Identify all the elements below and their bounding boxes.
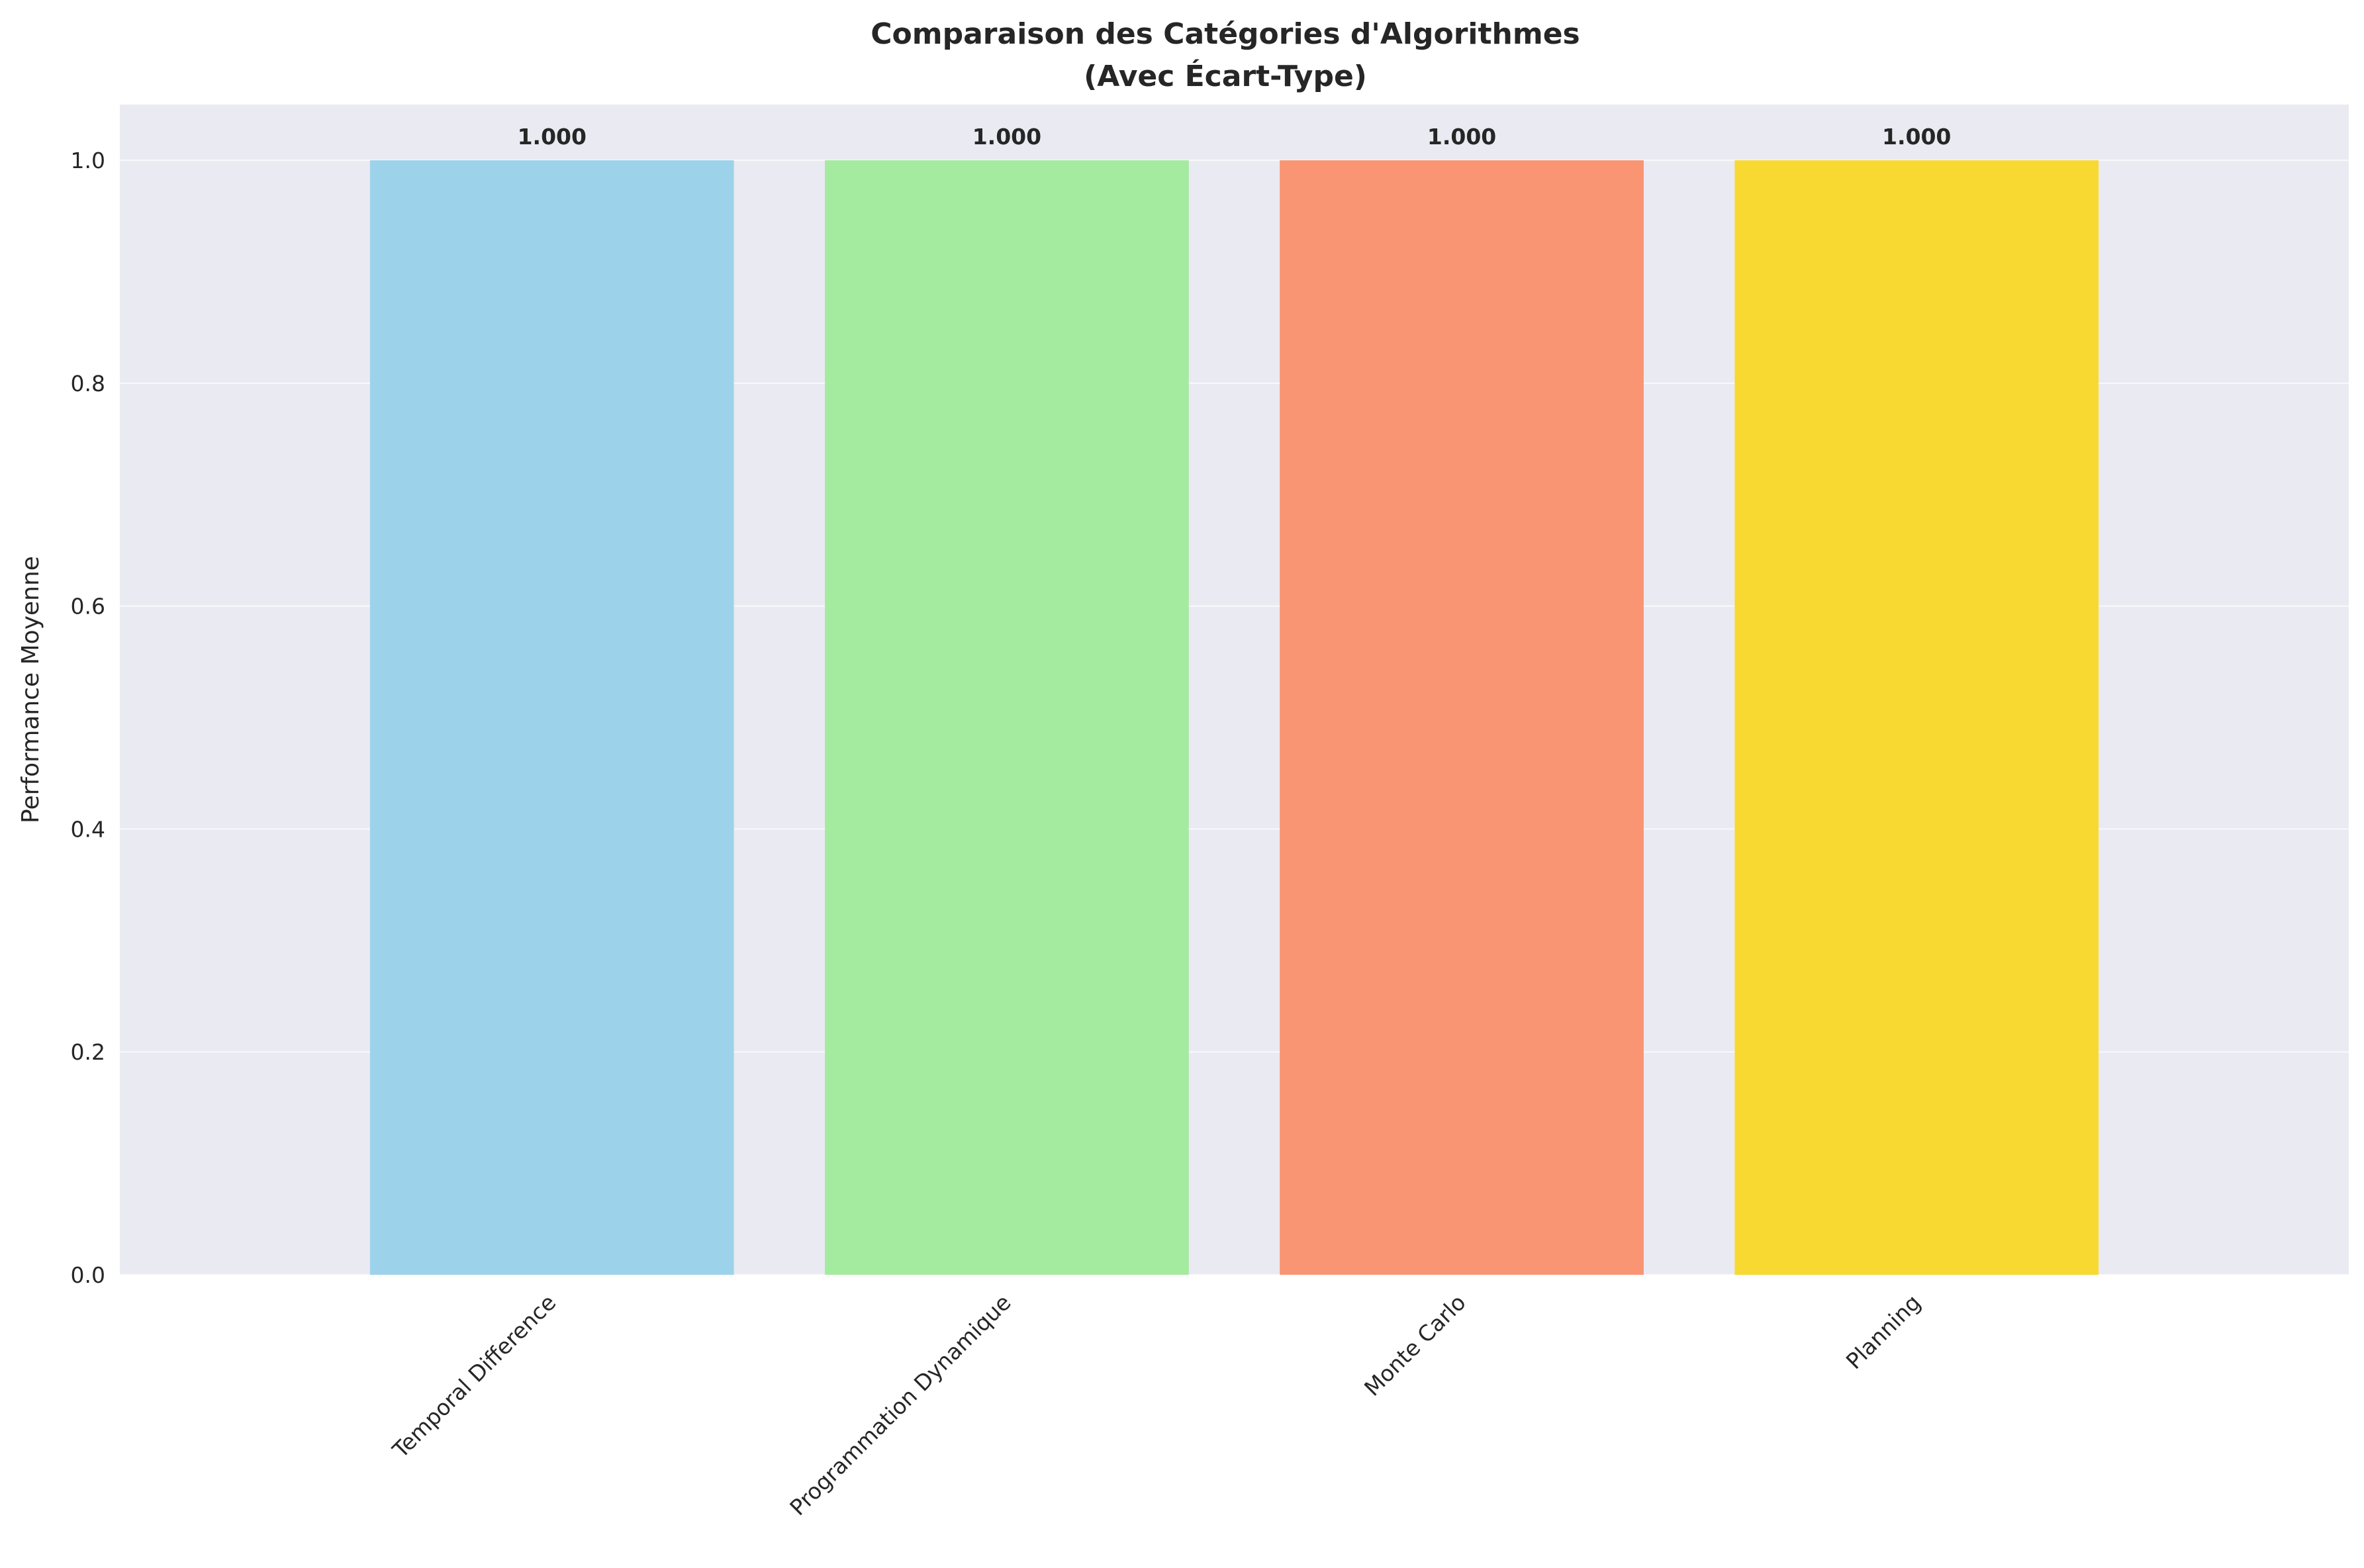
- y-axis-ticks: 0.0 0.2 0.4 0.6 0.8 1.0: [71, 148, 105, 1288]
- bar-value-label: 1.000: [1427, 124, 1496, 150]
- y-axis-label: Performance Moyenne: [17, 556, 44, 823]
- bar-value-label: 1.000: [1882, 124, 1951, 150]
- y-tick-label: 0.2: [71, 1039, 105, 1065]
- bar-value-label: 1.000: [972, 124, 1041, 150]
- y-tick-label: 0.6: [71, 594, 105, 620]
- bar: [825, 160, 1189, 1275]
- y-tick-label: 0.0: [71, 1262, 105, 1288]
- y-tick-label: 0.4: [71, 816, 105, 842]
- y-tick-label: 1.0: [71, 148, 105, 173]
- bar-value-label: 1.000: [518, 124, 587, 150]
- bar: [1734, 160, 2099, 1275]
- chart-title: Comparaison des Catégories d'Algorithmes: [871, 17, 1580, 51]
- bar: [369, 160, 734, 1275]
- data-labels: 1.000 1.000 1.000 1.000: [518, 124, 1952, 150]
- bar: [1280, 160, 1644, 1275]
- bars: [369, 160, 2099, 1275]
- chart-subtitle: (Avec Écart-Type): [1084, 58, 1367, 93]
- y-tick-label: 0.8: [71, 371, 105, 396]
